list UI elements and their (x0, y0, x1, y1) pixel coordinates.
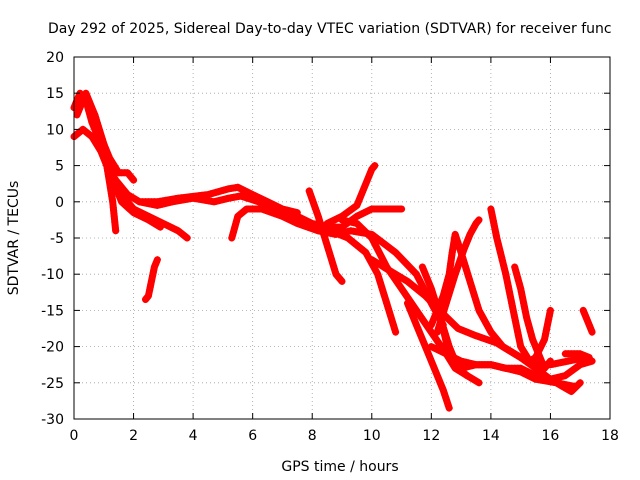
series-markers (579, 306, 596, 336)
y-tick-label: 0 (55, 195, 64, 211)
y-tick-label: -20 (41, 340, 64, 356)
y-tick-label: -5 (50, 231, 64, 247)
x-tick-label: 4 (189, 428, 198, 444)
grid-lines (74, 57, 610, 419)
y-tick-label: -30 (41, 412, 64, 428)
series-track-10 (323, 162, 379, 227)
series-track-19 (427, 343, 596, 383)
data-series (70, 89, 596, 412)
series-markers (404, 299, 453, 412)
series-track-2 (70, 125, 191, 242)
series-markers (326, 227, 400, 336)
x-tick-label: 18 (601, 428, 619, 444)
y-axis-label: SDTVAR / TECUs (6, 181, 22, 296)
series-track-22 (561, 350, 593, 361)
x-tick-label: 6 (248, 428, 257, 444)
series-markers (305, 187, 346, 285)
y-tick-label: 15 (46, 86, 64, 102)
y-tick-label: -10 (41, 267, 64, 283)
series-markers (136, 192, 406, 231)
series-markers (142, 256, 161, 303)
y-tick-label: 10 (46, 122, 64, 138)
chart-title: Day 292 of 2025, Sidereal Day-to-day VTE… (48, 21, 612, 37)
series-track-7 (136, 192, 406, 231)
y-tick-label: -25 (41, 376, 64, 392)
series-markers (70, 125, 191, 242)
series-track-18 (433, 216, 483, 336)
y-tick-label: 5 (55, 159, 64, 175)
x-axis-label: GPS time / hours (281, 459, 398, 475)
series-track-4 (82, 96, 164, 231)
series-markers (94, 125, 138, 184)
axis-ticks: 0 2 4 6 8 10 12 14 16 18 20 15 10 5 0 -5 -10 -15 -20 -25 -30 (41, 50, 619, 444)
series-track-9 (305, 187, 346, 285)
x-tick-label: 8 (308, 428, 317, 444)
series-markers (561, 350, 593, 361)
series-track-21 (511, 263, 554, 372)
x-tick-label: 2 (129, 428, 138, 444)
series-markers (82, 96, 164, 231)
x-tick-label: 14 (482, 428, 500, 444)
series-band (70, 125, 191, 242)
series-markers (323, 162, 379, 227)
x-tick-label: 12 (422, 428, 440, 444)
series-markers (427, 343, 596, 383)
series-track-14 (404, 299, 453, 412)
x-tick-label: 0 (70, 428, 79, 444)
series-track-6 (142, 256, 161, 303)
y-tick-label: 20 (46, 50, 64, 66)
x-tick-label: 16 (542, 428, 560, 444)
series-track-23 (579, 306, 596, 336)
y-tick-label: -15 (41, 303, 64, 319)
series-track-5 (94, 125, 138, 184)
x-tick-label: 10 (363, 428, 381, 444)
series-markers (433, 216, 483, 336)
series-markers (511, 263, 554, 372)
